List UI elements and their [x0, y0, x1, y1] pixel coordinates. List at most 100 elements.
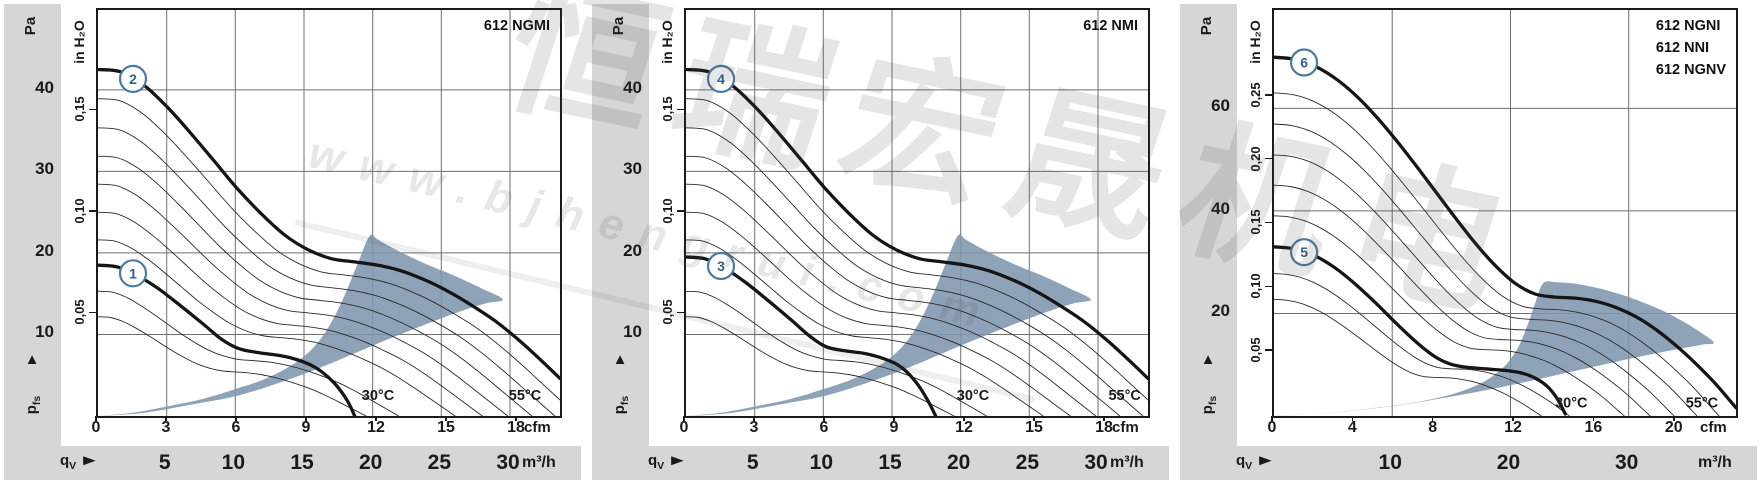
- m3h-tick-label: 30: [1084, 451, 1108, 474]
- cfm-tick-label: 6: [819, 419, 829, 436]
- plot-svg: 1 2 30°C 55°C: [98, 10, 560, 416]
- speed-curve: [686, 127, 1144, 416]
- in-h2o-tick-mark: [89, 210, 96, 212]
- cfm-tick-mark: [963, 416, 965, 421]
- speed-curve: [686, 316, 955, 416]
- pfs-axis-label-main: p: [611, 405, 628, 415]
- pa-tick-label: 60: [1211, 96, 1230, 116]
- fan-curve-3: [686, 255, 938, 416]
- temp-label: 30°C: [362, 388, 395, 404]
- m3h-tick-label: 10: [809, 451, 833, 474]
- fan-curve-5: [1274, 245, 1567, 416]
- speed-curve: [98, 316, 367, 416]
- cfm-tick-mark: [1592, 416, 1595, 421]
- qv-axis-label-main: q: [60, 452, 70, 469]
- y-axis-band: [592, 4, 649, 480]
- fan-curve-2: [98, 67, 560, 381]
- qv-axis-label: qV ►: [648, 452, 718, 474]
- pa-tick-label: 10: [623, 322, 642, 342]
- speed-curve: [686, 290, 987, 416]
- chart-title-line: 612 NNI: [1655, 39, 1710, 56]
- qv-axis-label-main: q: [648, 452, 658, 469]
- cfm-tick-mark: [95, 416, 97, 421]
- m3h-unit-label: m³/h: [522, 454, 556, 471]
- cfm-unit-label: cfm: [524, 419, 551, 436]
- cfm-tick-mark: [1512, 416, 1514, 421]
- curve-badge-circle: [706, 64, 736, 94]
- qv-axis-arrow-icon: ►: [667, 452, 689, 469]
- chart-title: 612 NGNI 612 NNI 612 NGNV: [1656, 16, 1726, 81]
- plot-svg: 5 6 30°C 55°C: [1274, 10, 1736, 416]
- pfs-axis-label-sub: fs: [1207, 395, 1219, 406]
- in-h2o-tick-label: 0,10: [72, 198, 87, 224]
- speed-curve: [686, 155, 1121, 416]
- pa-tick-label: 30: [623, 159, 642, 179]
- fan-chart-panel-3: 5 6 30°C 55°C 612 NGNI 612 NNI 612 NGNV Pa 20 40 6…: [1176, 0, 1763, 486]
- cfm-tick-label: 9: [889, 419, 899, 436]
- cfm-tick-mark: [1103, 416, 1105, 421]
- curve-badge-circle: [118, 259, 148, 288]
- pa-tick-label: 40: [1211, 198, 1230, 218]
- in-h2o-tick-mark: [1265, 93, 1272, 96]
- pa-unit-label: Pa: [1198, 16, 1215, 36]
- pa-unit-label: Pa: [22, 16, 39, 36]
- curve-badge-number: 3: [717, 258, 725, 274]
- in-h2o-tick-mark: [677, 311, 684, 314]
- m3h-tick-label: 30: [1614, 451, 1639, 474]
- x2-axis-band: [1180, 446, 1757, 480]
- in-h2o-tick-mark: [1265, 221, 1272, 224]
- chart-title-line: 612 NGMI: [483, 18, 550, 34]
- curve-badge-number: 1: [129, 265, 137, 281]
- operating-region: [98, 234, 503, 416]
- in-h2o-unit-label: in H₂O: [71, 20, 87, 64]
- cfm-tick-label: 8: [1428, 419, 1438, 436]
- cfm-tick-mark: [375, 416, 377, 421]
- qv-axis-label-main: q: [1236, 452, 1246, 469]
- speed-curve: [98, 211, 483, 416]
- speed-curve: [98, 183, 509, 416]
- plot-area: 1 2 30°C 55°C: [96, 8, 562, 418]
- y-axis-band: [1180, 4, 1237, 480]
- speed-curve: [1274, 154, 1675, 416]
- m3h-tick-label: 10: [221, 451, 245, 474]
- speed-curve: [686, 211, 1071, 416]
- pa-tick-label: 40: [35, 77, 54, 97]
- speed-curve: [98, 127, 556, 416]
- pa-tick-label: 10: [35, 322, 54, 342]
- cfm-tick-mark: [235, 416, 237, 421]
- cfm-tick-label: 0: [679, 419, 689, 436]
- curve-badge-circle: [118, 64, 148, 94]
- pfs-axis-label-main: p: [23, 405, 40, 415]
- curve-badge-number: 6: [1300, 55, 1308, 71]
- cfm-tick-mark: [1033, 416, 1035, 421]
- pfs-axis-label: pfs: [1199, 385, 1219, 425]
- pfs-axis-arrow-icon: ▲: [24, 351, 40, 368]
- fan-chart-panel-2: 3 4 30°C 55°C 612 NMI Pa 10 20 30 40 in H₂O 0,05 0,1…: [588, 0, 1175, 486]
- cfm-tick-mark: [1351, 416, 1354, 421]
- m3h-tick-label: 5: [158, 451, 171, 474]
- in-h2o-tick-mark: [677, 108, 684, 111]
- y-axis-band: [4, 4, 61, 480]
- in-h2o-tick-label: 0,20: [1248, 145, 1263, 172]
- qv-axis-label-sub: V: [657, 460, 665, 472]
- x2-axis-band: [4, 446, 581, 480]
- qv-axis-label-sub: V: [69, 460, 77, 472]
- speed-curve: [98, 98, 560, 401]
- cfm-tick-label: 12: [1504, 419, 1522, 436]
- pfs-axis-label-main: p: [1199, 405, 1216, 415]
- curve-badge-number: 4: [717, 71, 725, 87]
- pa-tick-label: 20: [1211, 301, 1230, 321]
- m3h-tick-label: 20: [358, 451, 383, 474]
- speed-curve: [1274, 184, 1651, 416]
- curve-badge-circle: [1290, 48, 1319, 77]
- temp-label: 30°C: [957, 388, 990, 404]
- speed-curve: [686, 239, 1044, 416]
- m3h-unit-label: m³/h: [1698, 454, 1732, 471]
- curve-badge-circle: [706, 251, 736, 281]
- cfm-tick-mark: [823, 416, 825, 421]
- curve-badge-circle: [1290, 238, 1319, 267]
- cfm-tick-label: 6: [231, 419, 241, 436]
- cfm-tick-mark: [893, 416, 895, 421]
- cfm-tick-label: 18: [507, 419, 525, 436]
- pfs-axis-arrow-icon: ▲: [1200, 351, 1216, 368]
